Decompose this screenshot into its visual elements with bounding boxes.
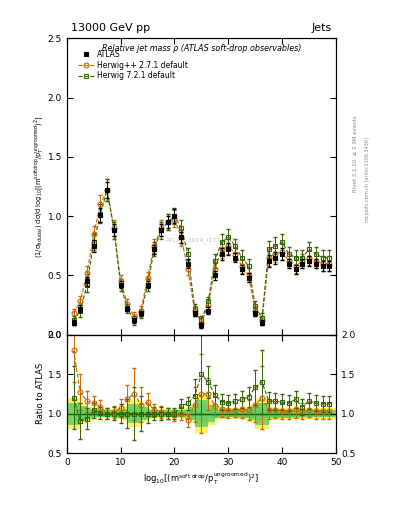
Text: Rivet 3.1.10, ≥ 2.9M events: Rivet 3.1.10, ≥ 2.9M events	[353, 115, 358, 192]
Text: 13000 GeV pp: 13000 GeV pp	[71, 23, 150, 33]
Y-axis label: (1/σ$_{\mathrm{fiducial}}$) dσ/d log$_{10}$[(m$^{\mathrm{soft drop}}$/p$_T^{\mat: (1/σ$_{\mathrm{fiducial}}$) dσ/d log$_{1…	[33, 115, 46, 258]
Text: mcplots.cern.ch [arXiv:1306.3436]: mcplots.cern.ch [arXiv:1306.3436]	[365, 137, 370, 222]
Text: Relative jet mass ρ (ATLAS soft-drop observables): Relative jet mass ρ (ATLAS soft-drop obs…	[102, 45, 301, 53]
Y-axis label: Ratio to ATLAS: Ratio to ATLAS	[36, 363, 45, 424]
Legend: ATLAS, Herwig++ 2.7.1 default, Herwig 7.2.1 default: ATLAS, Herwig++ 2.7.1 default, Herwig 7.…	[76, 48, 190, 82]
X-axis label: $\mathrm{log}_{10}$[(m$^{\mathrm{soft\ drop}}$/p$_{\mathrm{T}}^{\mathrm{ungroome: $\mathrm{log}_{10}$[(m$^{\mathrm{soft\ d…	[143, 471, 259, 487]
Text: Jets: Jets	[312, 23, 332, 33]
Text: ATLAS_2019_I1772819: ATLAS_2019_I1772819	[166, 237, 237, 243]
